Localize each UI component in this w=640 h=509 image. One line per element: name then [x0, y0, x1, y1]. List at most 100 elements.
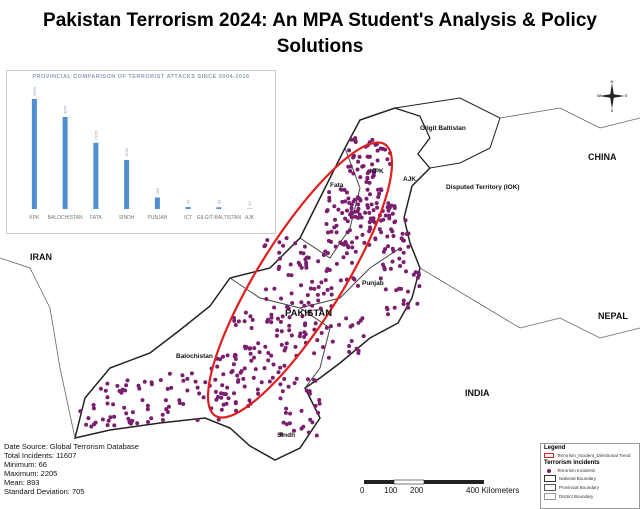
incident-point	[251, 375, 256, 380]
incident-point	[169, 385, 174, 390]
incident-point	[315, 338, 320, 343]
incident-point	[347, 349, 352, 354]
label-punjab: Punjab	[362, 280, 384, 287]
incident-point	[406, 231, 411, 236]
incident-point	[242, 384, 247, 389]
legend-box: Legend Terrorism_Incident_Directional Tr…	[540, 443, 640, 509]
incident-point	[269, 320, 274, 325]
incident-point	[357, 154, 362, 159]
incident-point	[89, 424, 94, 429]
incident-point	[149, 380, 154, 385]
incident-point	[140, 398, 145, 403]
incident-point	[404, 269, 408, 274]
incident-point	[288, 262, 293, 267]
incident-point	[365, 175, 370, 180]
incident-point	[375, 205, 380, 210]
incident-point	[247, 398, 252, 403]
incident-point	[264, 287, 268, 292]
incident-point	[289, 333, 294, 338]
incident-point	[327, 195, 332, 200]
incident-point	[389, 227, 394, 232]
district-boundary-icon	[544, 493, 556, 500]
incident-point	[213, 389, 218, 394]
incident-point	[307, 309, 312, 314]
incident-point	[353, 136, 358, 141]
incident-point	[185, 388, 190, 393]
incident-point	[177, 401, 182, 405]
incident-point	[253, 367, 258, 372]
incident-point	[382, 267, 387, 272]
incident-point	[350, 245, 355, 250]
incident-point	[105, 381, 110, 386]
incident-point	[349, 137, 354, 142]
label-china: CHINA	[588, 152, 617, 162]
incident-point	[387, 216, 392, 221]
incident-point	[318, 306, 323, 311]
incident-point	[238, 370, 243, 375]
incident-point	[137, 386, 142, 391]
incident-point	[385, 234, 390, 239]
incident-point	[224, 401, 229, 406]
scale-tick-200: 200	[410, 486, 424, 495]
incident-point	[299, 283, 303, 288]
incident-point	[286, 384, 291, 389]
legend-national: National Boundary	[541, 474, 639, 483]
bar-kpk	[31, 98, 37, 209]
incident-point	[310, 303, 315, 308]
iran-border	[0, 257, 76, 439]
incident-point	[233, 401, 238, 406]
incident-point	[269, 353, 274, 358]
incident-point	[381, 262, 385, 267]
statistics-block: Date Source: Global Terrorism Database T…	[4, 442, 139, 496]
bar-fata	[93, 142, 99, 209]
incident-point	[313, 321, 318, 326]
incident-point	[275, 328, 280, 333]
incident-point	[360, 164, 365, 169]
incident-point	[356, 202, 361, 207]
incident-point	[381, 249, 386, 254]
scale-tick-400: 400 Kilometers	[466, 486, 520, 495]
incident-point	[326, 230, 330, 235]
incident-point	[105, 423, 110, 428]
incident-point	[386, 244, 390, 249]
provincial-boundary-icon	[544, 484, 556, 491]
incident-point	[305, 293, 310, 298]
value-label-punjab: 383	[155, 187, 160, 194]
incident-point	[201, 395, 206, 400]
incident-point	[334, 261, 339, 266]
incident-point	[321, 291, 326, 296]
incident-point	[362, 240, 367, 245]
incident-point	[355, 167, 360, 172]
incident-point	[354, 235, 359, 240]
stats-source: Date Source: Global Terrorism Database	[4, 442, 139, 451]
bar-gilgit-baltistan	[216, 207, 222, 209]
scale-bar	[364, 479, 484, 485]
stats-mean: Mean: 893	[4, 478, 40, 487]
incident-point	[277, 264, 282, 269]
legend-district: District Boundary	[541, 492, 639, 501]
incident-point	[345, 219, 350, 224]
incident-point	[334, 223, 339, 228]
incident-point	[249, 358, 254, 363]
incident-point	[235, 373, 240, 378]
incident-point	[276, 370, 281, 375]
incident-point	[417, 284, 422, 289]
incident-point	[276, 316, 280, 321]
incident-point	[293, 241, 298, 246]
incident-point	[115, 383, 120, 388]
label-disputed-territory: Disputed Territory (IOK)	[446, 184, 520, 191]
label-ajk: AJK	[403, 176, 417, 183]
incident-point	[149, 416, 154, 421]
incident-point	[344, 316, 349, 321]
incident-point	[195, 418, 200, 423]
incident-point	[346, 196, 351, 201]
provincial-boundary-1	[229, 277, 331, 389]
incident-point	[333, 217, 337, 222]
incident-point	[332, 204, 337, 209]
bar-balochistan	[62, 116, 68, 209]
incident-point	[117, 389, 122, 393]
incident-point	[279, 432, 284, 437]
incident-point	[232, 318, 237, 323]
incident-point	[145, 407, 150, 412]
incident-point	[163, 398, 168, 403]
